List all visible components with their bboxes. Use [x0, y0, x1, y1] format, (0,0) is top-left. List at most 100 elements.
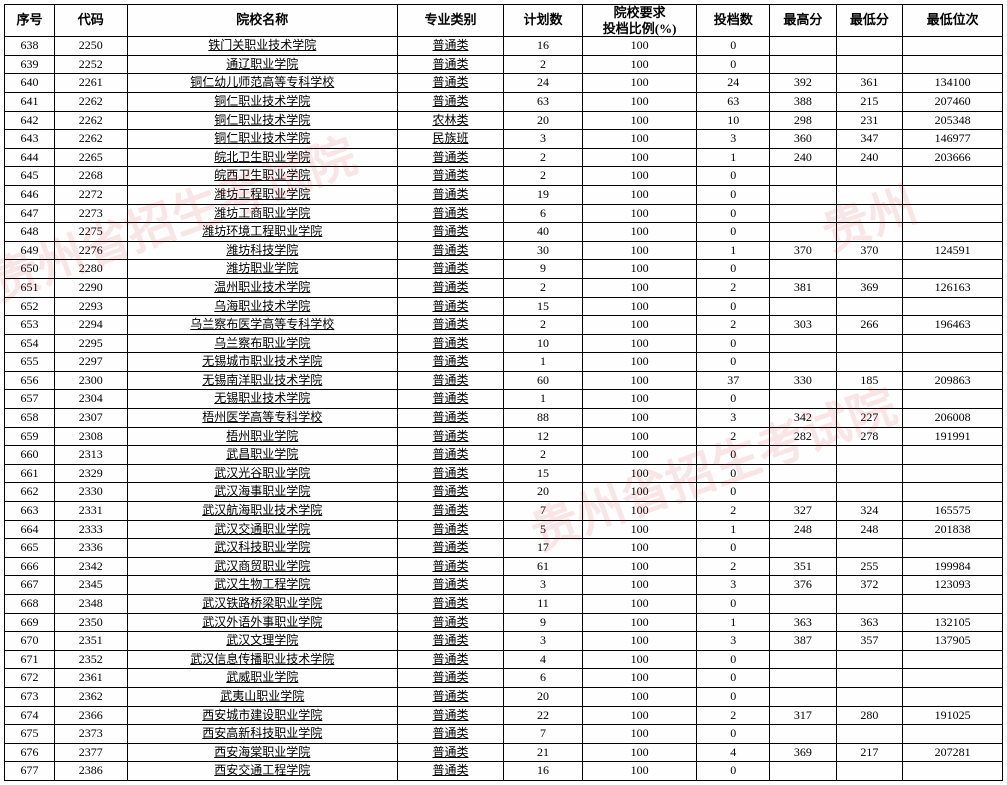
cell: 100 — [582, 185, 696, 204]
cell: 372 — [836, 576, 903, 595]
cell: 100 — [582, 111, 696, 130]
cell: 温州职业技术学院 — [127, 278, 397, 297]
cell — [836, 297, 903, 316]
cell: 369 — [770, 743, 837, 762]
table-row: 6552297无锡城市职业技术学院普通类11000 — [5, 353, 1003, 372]
cell: 武昌职业学院 — [127, 446, 397, 465]
table-row: 6582307梧州医学高等专科学校普通类881003342227206008 — [5, 409, 1003, 428]
cell — [770, 353, 837, 372]
cell: 191025 — [903, 706, 1003, 725]
cell: 普通类 — [397, 409, 503, 428]
cell: 255 — [836, 557, 903, 576]
cell: 2 — [503, 148, 582, 167]
cell: 2 — [697, 427, 770, 446]
cell: 0 — [697, 185, 770, 204]
cell: 普通类 — [397, 297, 503, 316]
cell: 126163 — [903, 278, 1003, 297]
cell: 0 — [697, 334, 770, 353]
table-row: 6752373西安高新科技职业学院普通类71000 — [5, 725, 1003, 744]
cell: 669 — [5, 613, 55, 632]
cell: 无锡职业技术学院 — [127, 390, 397, 409]
cell — [770, 297, 837, 316]
cell — [836, 595, 903, 614]
cell — [770, 762, 837, 781]
cell: 651 — [5, 278, 55, 297]
cell: 普通类 — [397, 706, 503, 725]
cell: 100 — [582, 464, 696, 483]
cell: 100 — [582, 260, 696, 279]
cell: 100 — [582, 297, 696, 316]
cell: 9 — [503, 260, 582, 279]
cell — [903, 687, 1003, 706]
cell: 2366 — [54, 706, 127, 725]
cell: 2308 — [54, 427, 127, 446]
cell: 17 — [503, 539, 582, 558]
cell — [836, 687, 903, 706]
cell: 209863 — [903, 371, 1003, 390]
cell: 100 — [582, 334, 696, 353]
cell: 657 — [5, 390, 55, 409]
cell: 100 — [582, 92, 696, 111]
cell: 0 — [697, 539, 770, 558]
cell: 通辽职业学院 — [127, 55, 397, 74]
cell: 100 — [582, 241, 696, 260]
table-row: 6452268皖西卫生职业学院普通类21000 — [5, 167, 1003, 186]
table-row: 6532294乌兰察布医学高等专科学校普通类21002303266196463 — [5, 316, 1003, 335]
cell: 671 — [5, 650, 55, 669]
cell — [836, 446, 903, 465]
cell — [770, 483, 837, 502]
cell: 普通类 — [397, 632, 503, 651]
cell: 165575 — [903, 502, 1003, 521]
cell: 0 — [697, 464, 770, 483]
col-high: 最高分 — [770, 5, 837, 37]
cell: 武汉信息传播职业技术学院 — [127, 650, 397, 669]
table-row: 6492276潍坊科技学院普通类301001370370124591 — [5, 241, 1003, 260]
cell — [770, 725, 837, 744]
cell: 660 — [5, 446, 55, 465]
cell: 370 — [836, 241, 903, 260]
col-code: 代码 — [54, 5, 127, 37]
cell: 674 — [5, 706, 55, 725]
cell: 2272 — [54, 185, 127, 204]
cell: 100 — [582, 502, 696, 521]
cell: 100 — [582, 557, 696, 576]
table-row: 6622330武汉海事职业学院普通类201000 — [5, 483, 1003, 502]
cell: 0 — [697, 297, 770, 316]
cell: 667 — [5, 576, 55, 595]
cell: 0 — [697, 725, 770, 744]
cell: 2300 — [54, 371, 127, 390]
cell: 100 — [582, 613, 696, 632]
cell: 农林类 — [397, 111, 503, 130]
cell: 100 — [582, 520, 696, 539]
cell: 658 — [5, 409, 55, 428]
cell: 360 — [770, 130, 837, 149]
cell: 282 — [770, 427, 837, 446]
cell: 普通类 — [397, 92, 503, 111]
cell: 2342 — [54, 557, 127, 576]
cell: 0 — [697, 483, 770, 502]
cell: 642 — [5, 111, 55, 130]
cell: 63 — [697, 92, 770, 111]
cell: 100 — [582, 539, 696, 558]
cell: 武汉航海职业技术学院 — [127, 502, 397, 521]
cell: 乌兰察布职业学院 — [127, 334, 397, 353]
cell: 5 — [503, 520, 582, 539]
cell: 673 — [5, 687, 55, 706]
cell: 0 — [697, 353, 770, 372]
cell: 2362 — [54, 687, 127, 706]
cell — [836, 483, 903, 502]
cell: 普通类 — [397, 390, 503, 409]
cell: 392 — [770, 74, 837, 93]
cell — [903, 650, 1003, 669]
cell — [770, 446, 837, 465]
cell: 梧州职业学院 — [127, 427, 397, 446]
cell: 0 — [697, 762, 770, 781]
cell: 普通类 — [397, 725, 503, 744]
cell — [836, 334, 903, 353]
cell: 2252 — [54, 55, 127, 74]
cell: 652 — [5, 297, 55, 316]
cell: 11 — [503, 595, 582, 614]
cell: 武汉外语外事职业学院 — [127, 613, 397, 632]
cell — [770, 650, 837, 669]
cell: 0 — [697, 55, 770, 74]
